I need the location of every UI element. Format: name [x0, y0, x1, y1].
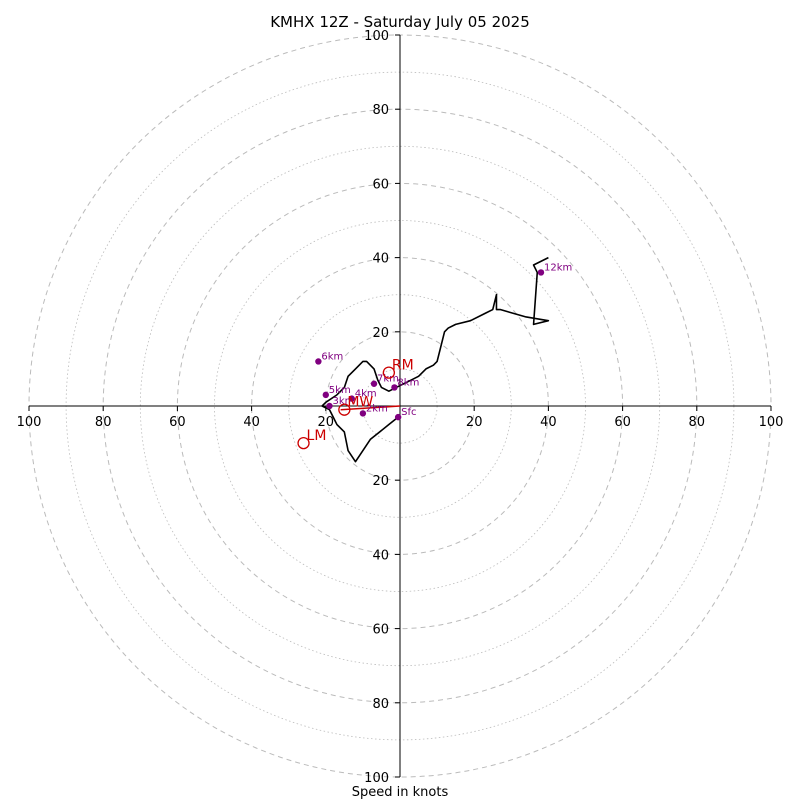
x-axis-label: Speed in knots — [352, 785, 449, 800]
x-tick-label: 80 — [95, 415, 112, 430]
storm-motion-label: MW — [347, 395, 373, 411]
storm-motion-vector — [340, 405, 401, 411]
storm-motion-label: LM — [307, 428, 327, 444]
y-tick-label: 20 — [372, 474, 389, 489]
x-tick-label: 20 — [318, 415, 335, 430]
y-tick-label: 40 — [372, 252, 389, 267]
height-marker-label: 4km — [355, 389, 377, 400]
height-marker-point — [391, 384, 398, 391]
y-tick-label: 100 — [364, 29, 389, 44]
height-marker-point — [326, 402, 333, 410]
height-marker-label: 3km — [333, 396, 355, 407]
x-tick-label: 60 — [614, 415, 631, 430]
height-marker-label: 2km — [366, 403, 388, 414]
x-tick-label: 40 — [540, 415, 557, 430]
height-marker-label: 6km — [321, 351, 343, 362]
height-marker-point — [322, 391, 329, 399]
height-marker-point — [537, 269, 545, 276]
height-marker-label: Sfc — [401, 407, 416, 418]
x-tick-label: 80 — [689, 415, 706, 430]
height-marker-label: 8km — [397, 377, 419, 388]
y-tick-label: 40 — [372, 548, 389, 563]
chart-title: KMHX 12Z - Saturday July 05 2025 — [270, 13, 530, 31]
height-marker-label: 7km — [377, 374, 399, 385]
height-marker-label: 5km — [329, 385, 351, 396]
x-tick-label: 40 — [243, 415, 260, 430]
hodograph-trace — [321, 256, 550, 463]
y-tick-label: 60 — [372, 177, 389, 192]
height-marker-label: 12km — [544, 262, 572, 273]
y-tick-label: 100 — [364, 771, 389, 786]
y-tick-label: 80 — [372, 103, 389, 118]
height-marker-point — [394, 413, 402, 421]
height-marker-point — [370, 380, 378, 387]
height-marker-point — [348, 395, 355, 402]
storm-motion-marker — [338, 403, 351, 416]
storm-motion-marker — [297, 436, 310, 450]
tick-labels: 100 80 60 40 20 20 40 60 80 100 100 80 60 40 20 20 40 60 8… — [17, 29, 784, 786]
y-tick-label: 80 — [372, 697, 389, 712]
height-marker-point — [315, 358, 322, 365]
x-tick-label: 60 — [169, 415, 186, 430]
height-marker-point — [359, 410, 367, 417]
x-tick-label: 20 — [466, 415, 483, 430]
x-tick-label: 100 — [17, 415, 42, 430]
y-tick-label: 20 — [372, 326, 389, 341]
y-tick-label: 60 — [372, 623, 389, 638]
storm-motion-label: RM — [392, 358, 414, 374]
x-tick-label: 100 — [759, 415, 784, 430]
storm-motion-marker — [382, 366, 396, 379]
